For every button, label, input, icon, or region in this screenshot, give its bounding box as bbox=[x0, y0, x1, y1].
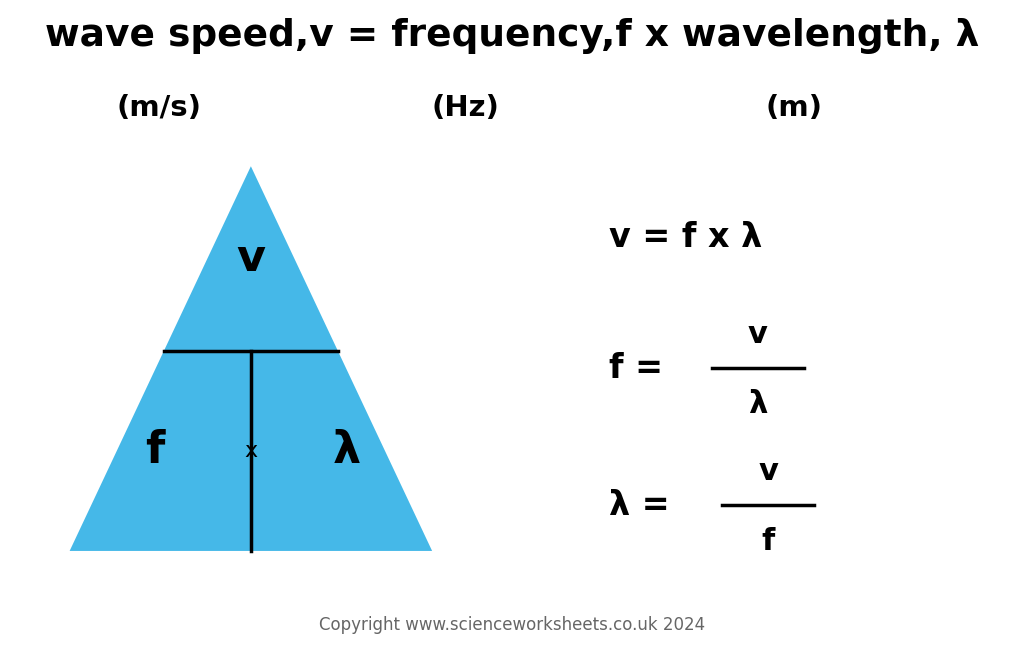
Text: λ =: λ = bbox=[609, 489, 670, 522]
Text: λ: λ bbox=[749, 390, 767, 419]
Text: f =: f = bbox=[609, 352, 664, 385]
Text: (m/s): (m/s) bbox=[116, 94, 202, 121]
Text: x: x bbox=[245, 441, 257, 461]
Text: v: v bbox=[237, 237, 265, 280]
Text: wave speed,v = frequency,f x wavelength, λ: wave speed,v = frequency,f x wavelength,… bbox=[45, 18, 979, 54]
Text: Copyright www.scienceworksheets.co.uk 2024: Copyright www.scienceworksheets.co.uk 20… bbox=[318, 615, 706, 634]
Text: f: f bbox=[762, 527, 774, 556]
Polygon shape bbox=[70, 166, 432, 551]
Text: v = f x λ: v = f x λ bbox=[609, 222, 763, 254]
Text: (m): (m) bbox=[765, 94, 822, 121]
Text: f: f bbox=[145, 430, 165, 473]
Text: v: v bbox=[748, 320, 768, 349]
Text: v: v bbox=[758, 457, 778, 486]
Text: λ: λ bbox=[333, 430, 360, 473]
Text: (Hz): (Hz) bbox=[432, 94, 500, 121]
